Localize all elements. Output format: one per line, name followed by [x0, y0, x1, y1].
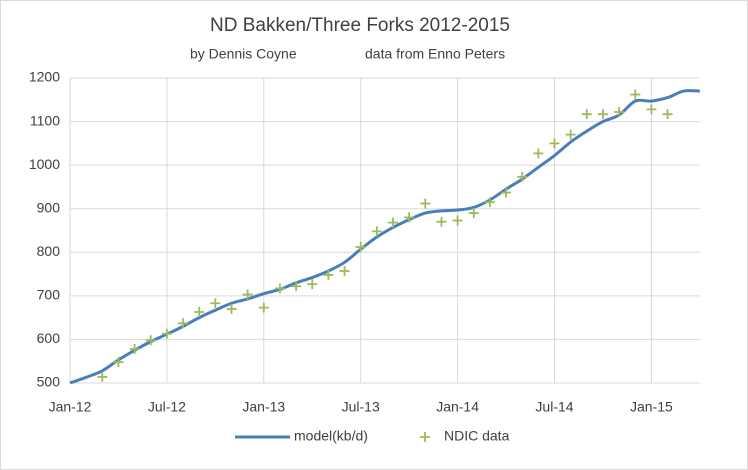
data-point — [436, 216, 447, 227]
data-point — [258, 302, 269, 313]
x-tick-label: Jul-13 — [342, 399, 380, 415]
data-point — [323, 269, 334, 280]
y-tick-label: 1000 — [29, 156, 60, 172]
data-point — [307, 279, 318, 290]
y-tick-label: 800 — [37, 243, 61, 259]
data-point — [533, 148, 544, 159]
data-point — [484, 197, 495, 208]
data-point — [565, 129, 576, 140]
data-point — [662, 109, 673, 120]
data-point — [630, 89, 641, 100]
data-point — [97, 371, 108, 382]
data-point — [194, 306, 205, 317]
legend-swatch — [420, 432, 430, 442]
data-point — [291, 281, 302, 292]
author: by Dennis Coyne — [190, 46, 297, 62]
x-tick-label: Jul-12 — [148, 399, 186, 415]
data-point — [404, 212, 415, 223]
y-tick-label: 500 — [37, 374, 61, 390]
x-tick-label: Jan-14 — [436, 399, 479, 415]
data-point — [226, 303, 237, 314]
data-point — [517, 171, 528, 182]
data-point — [468, 208, 479, 219]
y-tick-label: 1200 — [29, 69, 60, 85]
data-point — [210, 298, 221, 309]
data-point — [614, 106, 625, 117]
data-point — [388, 217, 398, 228]
y-tick-label: 700 — [37, 287, 61, 303]
data-point — [161, 328, 172, 339]
y-tick-label: 900 — [37, 199, 61, 215]
data-point — [581, 109, 592, 120]
legend-label: NDIC data — [444, 428, 510, 444]
data-point — [371, 226, 382, 237]
legend-label: model(kb/d) — [294, 428, 368, 444]
data-point — [129, 344, 140, 355]
data-point — [597, 109, 608, 120]
chart-title: ND Bakken/Three Forks 2012-2015 — [210, 15, 510, 36]
data-point — [452, 215, 463, 226]
data-point — [501, 187, 512, 198]
data-point — [339, 266, 350, 277]
source: data from Enno Peters — [365, 46, 505, 62]
data-point — [646, 104, 657, 115]
model-line — [69, 89, 700, 385]
data-point — [178, 318, 189, 329]
x-tick-label: Jan-12 — [49, 399, 92, 415]
y-tick-label: 1100 — [30, 112, 60, 128]
x-tick-label: Jul-14 — [535, 399, 573, 415]
x-tick-label: Jan-15 — [630, 399, 673, 415]
data-point — [274, 283, 285, 294]
x-tick-label: Jan-13 — [242, 399, 285, 415]
data-point — [549, 138, 560, 149]
data-point — [420, 198, 431, 209]
data-point — [145, 335, 156, 346]
data-point — [113, 357, 124, 368]
data-point — [242, 289, 253, 300]
data-point — [355, 242, 366, 253]
y-tick-label: 600 — [37, 330, 61, 346]
